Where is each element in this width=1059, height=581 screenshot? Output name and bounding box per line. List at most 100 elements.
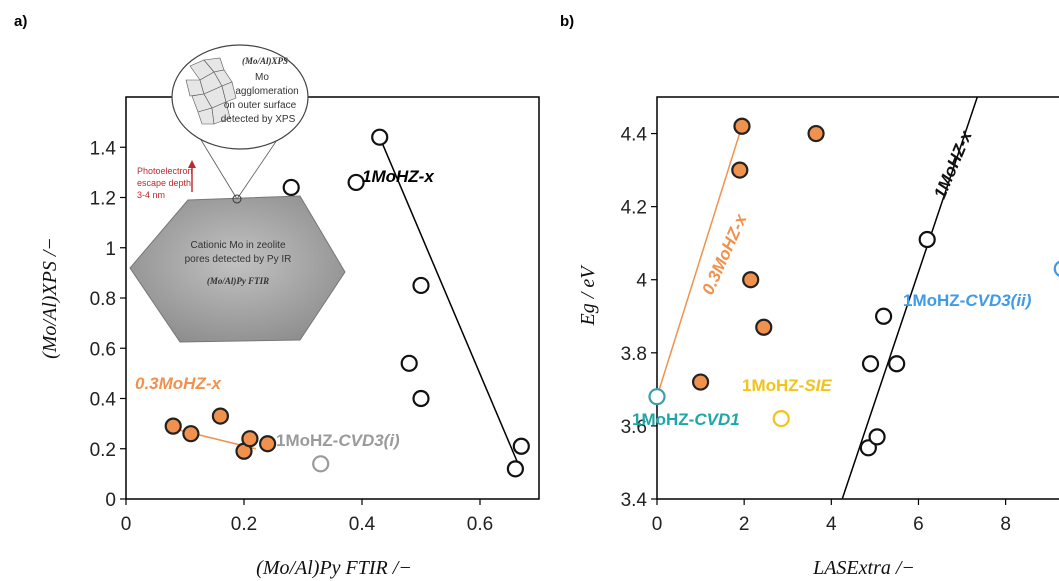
x-tick-label: 6 (913, 514, 924, 535)
panel-b-ticks: 0 2 4 6 8 3.4 3.6 3.8 4 4.2 4.4 (621, 125, 1011, 535)
data-point (742, 271, 760, 289)
zoom-spot (232, 194, 242, 204)
panel-a-ticks: 0 0.2 0.4 0.6 0 0.2 0.4 0.6 0.8 1 1.2 1.4 (90, 138, 494, 535)
data-point (241, 430, 259, 448)
ann-prefix: 1MoHZ- (903, 291, 965, 310)
panel-b-plot: 0 2 4 6 83.43.63.844.24.4 0.3MoHZ-x 1MoHZ-x … (577, 96, 1059, 579)
data-point (259, 435, 277, 453)
data-point (512, 437, 530, 455)
y-tick-label: 4.4 (621, 125, 648, 146)
annotation-cvd3ii: 1MoHZ-CVD3(ii) (903, 291, 1032, 310)
ann-suffix: MoHZ-x (934, 127, 976, 193)
data-point (918, 230, 936, 249)
y-tick-label: 1.2 (90, 189, 116, 210)
y-tick-label: 4 (636, 271, 647, 292)
data-point (371, 128, 389, 146)
data-point (211, 407, 229, 425)
fit-line (841, 96, 979, 500)
x-tick-label: 8 (1000, 514, 1011, 535)
panel-b-frame (656, 96, 1059, 500)
data-point (412, 276, 430, 295)
y-tick-label: 0.8 (90, 289, 116, 310)
panel-b-y-axis-title: Eg / eV (577, 264, 599, 327)
data-point (733, 117, 751, 135)
data-point (731, 161, 749, 179)
panel-a-x-axis-title: (Mo/Al)Py FTIR /− (256, 557, 412, 579)
fit-line (656, 118, 745, 397)
crystal-text-line-2: pores detected by Py IR (185, 254, 292, 265)
y-tick-label: 3.4 (621, 490, 648, 511)
data-point (506, 460, 525, 478)
data-point (648, 388, 666, 406)
ann-suffix: CVD3(i) (338, 431, 400, 450)
y-tick-label: 3.8 (621, 344, 647, 365)
x-tick-label: 2 (739, 514, 750, 535)
y-tick-label: 0 (105, 490, 116, 511)
data-point (1053, 260, 1059, 277)
y-tick-label: 0.6 (90, 339, 116, 360)
ann-prefix: 1MoHZ- (276, 431, 338, 450)
data-point (182, 425, 200, 443)
zeolite-crystal-shape (129, 195, 346, 343)
data-point (861, 355, 880, 373)
panel-b-fit-lines (656, 96, 979, 500)
data-point (312, 455, 330, 473)
panel-label-a: a) (14, 13, 27, 30)
panel-b-x-axis-title: LASExtra /− (812, 557, 915, 579)
ann-prefix: 0.3 (135, 374, 159, 393)
panel-a-y-axis-title: (Mo/Al)XPS /− (39, 237, 61, 359)
x-tick-label: 0 (121, 514, 132, 535)
data-point (400, 354, 418, 372)
y-tick-label: 4.2 (621, 198, 647, 219)
bubble-line-2: agglomeration (235, 86, 298, 97)
data-point (691, 373, 710, 391)
data-point (772, 410, 790, 428)
ann-prefix: 1 (362, 167, 371, 186)
ann-prefix: 1MoHZ- (632, 410, 694, 429)
mo-oxide-cluster-icon (185, 57, 237, 125)
data-point (875, 307, 893, 325)
escape-depth-arrowhead (188, 160, 196, 168)
ann-prefix: 1MoHZ- (742, 376, 804, 395)
data-point (164, 417, 182, 435)
bubble-line-3: on outer surface (224, 100, 297, 111)
panel-b-points (648, 117, 1059, 457)
annotation-cvd1: 1MoHZ-CVD1 (632, 410, 740, 429)
bubble-title: (Mo/Al)XPS (242, 56, 288, 66)
photoelectron-line-1: Photoelectron (137, 166, 193, 176)
data-point (282, 178, 300, 197)
photoelectron-line-2: escape depth (137, 178, 191, 188)
y-tick-label: 1.4 (90, 138, 117, 159)
bubble-line-1: Mo (255, 72, 269, 83)
crystal-text-line-1: Cationic Mo in zeolite (190, 240, 285, 251)
fit-line (379, 136, 522, 472)
annotation-1mohz-x-b: 1MoHZ-x (930, 127, 976, 202)
panel-a-points (164, 128, 530, 478)
y-tick-label: 1 (105, 239, 116, 260)
data-point (347, 173, 365, 192)
annotation-1mohz-x-a: 1MoHZ-x (362, 167, 435, 186)
y-tick-label: 0.2 (90, 440, 116, 461)
data-point (412, 389, 430, 408)
bubble-line-4: detected by XPS (221, 114, 296, 125)
ann-suffix: MoHZ-x (371, 167, 435, 186)
data-point (888, 355, 906, 373)
panel-a-plot: 0 0.2 0.4 0.6 0 0.2 0.4 0.6 0.8 1 1.2 1.4 Cationic … (39, 44, 540, 579)
panel-label-b: b) (560, 13, 574, 30)
annotation-sie: 1MoHZ-SIE (742, 376, 832, 395)
ann-suffix: SIE (804, 376, 832, 395)
data-point (807, 124, 825, 143)
annotation-03mohz-x-a: 0.3MoHZ-x (135, 374, 223, 393)
data-point (755, 318, 773, 336)
annotation-cvd3i: 1MoHZ-CVD3(i) (276, 431, 400, 450)
annotation-03mohz-x-b: 0.3MoHZ-x (698, 210, 751, 298)
crystal-formula: (Mo/Al)Py FTIR (207, 276, 269, 286)
ann-suffix: CVD1 (694, 410, 739, 429)
x-tick-label: 4 (826, 514, 837, 535)
data-point (859, 439, 877, 457)
x-tick-label: 0 (652, 514, 663, 535)
photoelectron-line-3: 3-4 nm (137, 190, 165, 200)
ann-suffix: MoHZ-x (159, 374, 223, 393)
y-tick-label: 3.6 (621, 417, 647, 438)
